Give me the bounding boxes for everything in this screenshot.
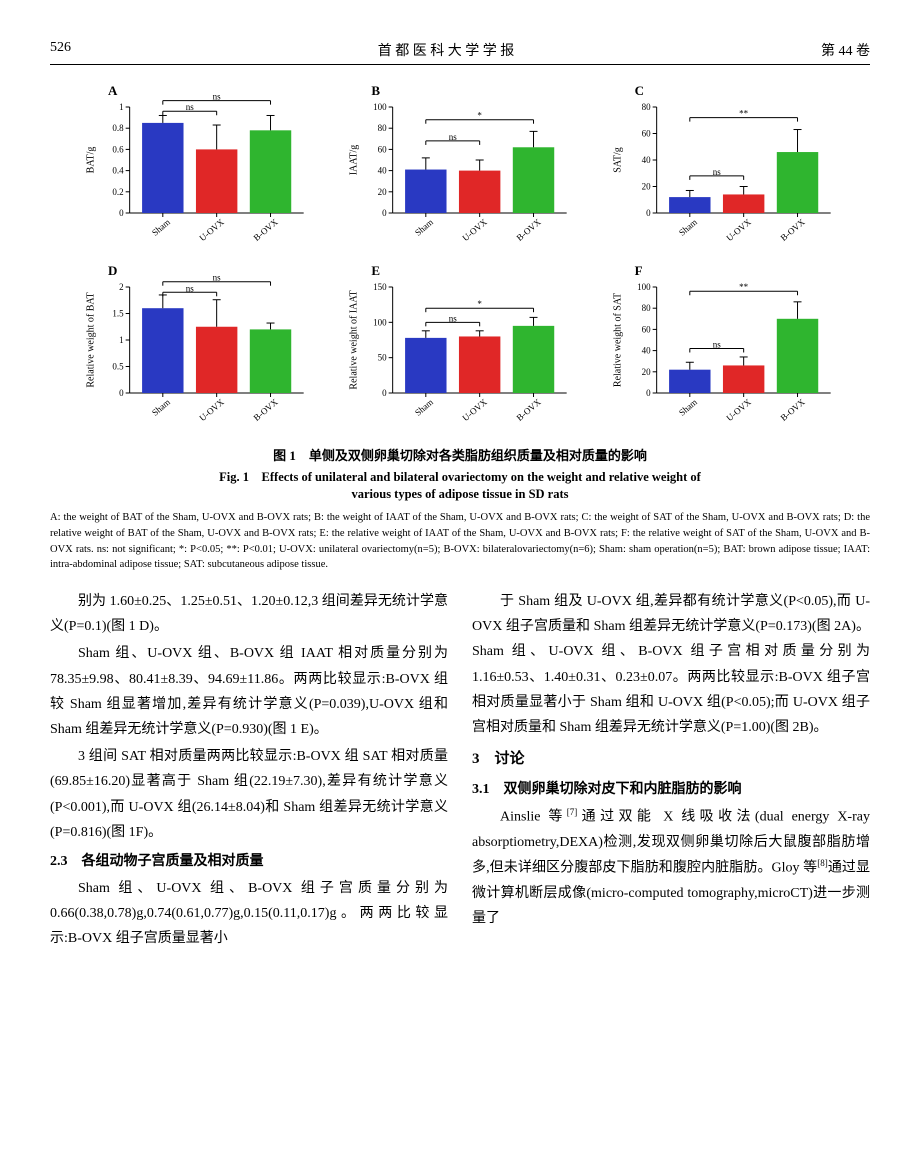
para: 于 Sham 组及 U-OVX 组,差异都有统计学意义(P<0.05),而 U-… [472,589,870,740]
svg-text:U-OVX: U-OVX [197,217,226,244]
svg-text:ns: ns [712,339,721,349]
section-3: 3 讨论 [472,746,870,773]
svg-text:20: 20 [641,367,651,377]
svg-text:20: 20 [641,182,651,192]
para: 别为 1.60±0.25、1.25±0.51、1.20±0.12,3 组间差异无… [50,589,448,639]
figure-caption-en2: various types of adipose tissue in SD ra… [50,487,870,502]
svg-text:ns: ns [213,273,222,283]
svg-text:50: 50 [378,353,388,363]
svg-text:ns: ns [186,102,195,112]
svg-text:SAT/g: SAT/g [612,147,623,173]
svg-text:ns: ns [712,167,721,177]
svg-text:100: 100 [373,102,387,112]
svg-text:150: 150 [373,282,387,292]
figure-grid: A00.20.40.60.81BAT/gShamU-OVXB-OVXnsnsB0… [50,85,870,435]
para: Sham 组、U-OVX 组、B-OVX 组子宫质量分别为 0.66(0.38,… [50,876,448,952]
svg-text:60: 60 [378,144,388,154]
svg-text:ns: ns [449,132,458,142]
svg-text:100: 100 [373,317,387,327]
svg-text:40: 40 [641,346,651,356]
section-3-1: 3.1 双侧卵巢切除对皮下和内脏脂肪的影响 [472,777,870,802]
svg-text:0: 0 [646,388,651,398]
svg-text:*: * [478,111,483,121]
svg-text:Relative weight of SAT: Relative weight of SAT [612,293,623,387]
svg-text:Sham: Sham [677,217,699,238]
page-number: 526 [50,40,71,60]
svg-text:60: 60 [641,324,651,334]
svg-text:1: 1 [119,102,124,112]
svg-text:0: 0 [646,208,651,218]
journal-title: 首 都 医 科 大 学 学 报 [378,40,515,60]
svg-text:B-OVX: B-OVX [778,397,807,423]
chart-A: A00.20.40.60.81BAT/gShamU-OVXB-OVXnsns [80,85,313,255]
chart-D: D00.511.52Relative weight of BATShamU-OV… [80,265,313,435]
svg-text:ns: ns [213,92,222,102]
svg-text:80: 80 [641,102,651,112]
section-2-3: 2.3 各组动物子宫质量及相对质量 [50,849,448,874]
svg-text:2: 2 [119,282,124,292]
svg-text:B-OVX: B-OVX [515,397,544,423]
chart-E: E050100150Relative weight of IAATShamU-O… [343,265,576,435]
svg-text:0: 0 [119,208,124,218]
figure-description: A: the weight of BAT of the Sham, U-OVX … [50,510,870,573]
svg-text:B-OVX: B-OVX [252,397,281,423]
para: Sham 组、U-OVX 组、B-OVX 组 IAAT 相对质量分别为 78.3… [50,641,448,742]
chart-F: F020406080100Relative weight of SATShamU… [607,265,840,435]
page-header: 526 首 都 医 科 大 学 学 报 第 44 卷 [50,40,870,65]
svg-text:60: 60 [641,129,651,139]
svg-text:0: 0 [119,388,124,398]
para: 3 组间 SAT 相对质量两两比较显示:B-OVX 组 SAT 相对质量(69.… [50,744,448,845]
svg-text:B-OVX: B-OVX [252,217,281,243]
svg-text:0.8: 0.8 [112,123,124,133]
svg-text:0: 0 [382,388,387,398]
svg-text:U-OVX: U-OVX [461,217,490,244]
svg-text:IAAT/g: IAAT/g [349,145,360,176]
svg-text:ns: ns [186,283,195,293]
svg-text:0.4: 0.4 [112,166,124,176]
svg-text:BAT/g: BAT/g [86,147,97,174]
svg-text:0.5: 0.5 [112,362,124,372]
svg-text:Sham: Sham [150,217,172,238]
svg-text:20: 20 [378,187,388,197]
svg-text:Sham: Sham [413,397,435,418]
svg-text:B-OVX: B-OVX [515,217,544,243]
svg-text:0.6: 0.6 [112,144,124,154]
para: Ainslie 等[7]通过双能 X 线吸收法(dual energy X-ra… [472,804,870,931]
volume: 第 44 卷 [821,40,870,60]
figure-caption-en1: Fig. 1 Effects of unilateral and bilater… [50,466,870,485]
svg-text:*: * [478,299,483,309]
svg-text:U-OVX: U-OVX [724,397,753,424]
svg-text:**: ** [739,109,749,119]
svg-text:40: 40 [378,166,388,176]
chart-C: C020406080SAT/gShamU-OVXB-OVXns** [607,85,840,255]
body-text: 别为 1.60±0.25、1.25±0.51、1.20±0.12,3 组间差异无… [50,589,870,952]
svg-text:U-OVX: U-OVX [197,397,226,424]
svg-text:U-OVX: U-OVX [461,397,490,424]
svg-text:1.5: 1.5 [112,309,124,319]
chart-B: B020406080100IAAT/gShamU-OVXB-OVXns* [343,85,576,255]
svg-text:0.2: 0.2 [112,187,123,197]
svg-text:ns: ns [449,313,458,323]
svg-text:B-OVX: B-OVX [778,217,807,243]
svg-text:80: 80 [378,123,388,133]
svg-text:Sham: Sham [677,397,699,418]
svg-text:Sham: Sham [150,397,172,418]
svg-text:Relative weight of BAT: Relative weight of BAT [86,292,97,387]
svg-text:Relative weight of IAAT: Relative weight of IAAT [349,290,360,389]
svg-text:40: 40 [641,155,651,165]
svg-text:100: 100 [637,282,651,292]
svg-text:U-OVX: U-OVX [724,217,753,244]
svg-text:80: 80 [641,303,651,313]
svg-text:Sham: Sham [413,217,435,238]
figure-caption-cn: 图 1 单侧及双侧卵巢切除对各类脂肪组织质量及相对质量的影响 [50,445,870,464]
svg-text:1: 1 [119,335,124,345]
svg-text:**: ** [739,282,749,292]
svg-text:0: 0 [382,208,387,218]
